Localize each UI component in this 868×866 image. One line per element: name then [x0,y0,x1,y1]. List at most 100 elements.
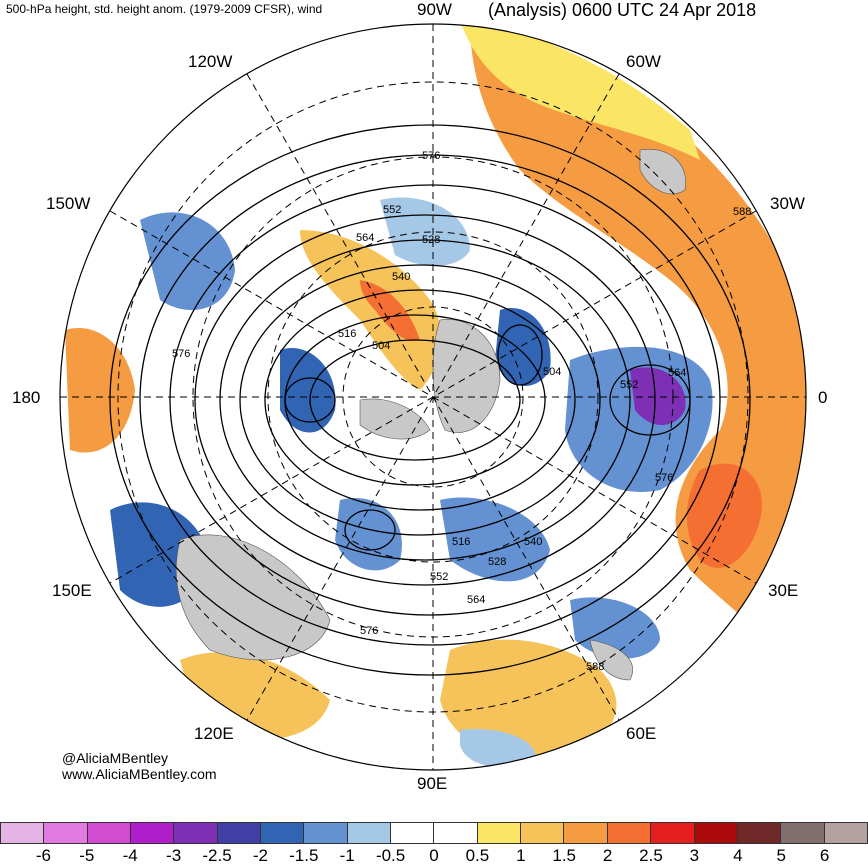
colorbar-swatch [391,822,435,844]
colorbar-swatch [521,822,565,844]
longitude-label-30e: 30E [768,581,799,600]
longitude-label-60w: 60W [626,52,661,71]
colorbar-tick-label: -6 [35,846,51,865]
longitude-label-120w: 120W [188,52,233,71]
anomaly-warm-yellow-ne [460,24,700,160]
longitude-label-150w: 150W [46,194,91,213]
colorbar-swatch [651,822,695,844]
longitude-label-60e: 60E [626,724,657,743]
colorbar-tick-label: 3 [689,846,700,865]
longitude-label-150e: 150E [52,581,92,600]
colorbar-tick-label: -1.5 [289,846,319,865]
colorbar-tick-label: -0.5 [375,846,406,865]
contour-label: 576 [172,348,190,360]
contour-ring-4 [239,264,601,536]
longitude-label-90w: 90W [417,0,452,19]
map-title-right: (Analysis) 0600 UTC 24 Apr 2018 [488,0,757,20]
colorbar-swatch [131,822,175,844]
contour-label: 552 [430,571,448,583]
colorbar-tick-label: 6 [819,846,830,865]
colorbar-swatch [434,822,478,844]
contour-low-ne [497,324,543,386]
colorbar-swatch [261,822,305,844]
colorbar-swatch [174,822,218,844]
contour-label: 516 [452,536,470,548]
contour-low-east [609,364,691,436]
map-title-left: 500-hPa height, std. height anom. (1979-… [6,2,323,16]
colorbar-swatch [477,822,522,844]
contour-low-west [284,377,336,423]
contour-label: 552 [620,379,638,391]
longitude-label-120e: 120E [194,724,234,743]
contour-ring-1 [309,339,521,461]
colorbar-swatch [217,822,262,844]
graticule [60,24,806,770]
contour-label: 564 [356,232,374,244]
anomaly-warm-west [65,328,135,453]
colorbar-swatch [0,822,45,844]
anomaly-cold-north-center [380,197,470,266]
credit-website[interactable]: www.AliciaMBentley.com [62,766,217,782]
colorbar [0,822,868,844]
colorbar-swatch [304,822,348,844]
colorbar-tick-label: -2.5 [202,846,232,865]
land-africa-edge [589,639,633,681]
longitude-label-30w: 30W [770,194,805,213]
colorbar-tick-label: -3 [166,846,182,865]
land-northwest [639,148,687,195]
colorbar-tick-label: 5 [776,846,786,865]
contour-low-south [344,509,396,551]
colorbar-tick-label: 4 [733,846,743,865]
colorbar-swatch [607,822,652,844]
longitude-label-90e: 90E [417,774,448,793]
colorbar-swatch [564,822,608,844]
colorbar-swatch [44,822,88,844]
anomaly-cold-east-core [630,367,686,425]
longitude-label-180: 180 [12,388,41,407]
contour-label: 588 [586,661,604,673]
colorbar-tick-label: 0.5 [465,846,490,865]
colorbar-tick-label: -5 [79,846,95,865]
land-asia [175,534,331,661]
colorbar-tick-label: 1 [516,846,526,865]
contour-label: 564 [668,367,686,379]
contour-label: 552 [383,204,401,216]
credit-handle: @AliciaMBentley [62,750,169,766]
colorbar-tick-label: -1 [339,846,355,865]
anomaly-cold-south-b [440,497,550,582]
contour-label: 564 [467,594,485,606]
contour-label: 588 [733,206,751,218]
colorbar-swatch [347,822,392,844]
anomaly-cold-northwest [140,212,235,310]
map-border [59,23,807,771]
contour-ring-8 [139,154,721,646]
contour-label: 540 [392,271,410,283]
colorbar-tick-label: -4 [122,846,138,865]
contour-label: 504 [372,340,390,352]
anomaly-shading [65,24,806,768]
colorbar-tick-label: 2.5 [639,846,663,865]
contour-ring-3 [264,289,576,511]
colorbar-swatch [824,822,868,844]
contour-label: 576 [422,150,440,162]
contour-label: 528 [422,234,440,246]
colorbar-swatch [781,822,825,844]
contour-label: 528 [488,556,506,568]
contour-ring-5 [219,239,631,561]
colorbar-tick-label: 0 [429,846,439,865]
contour-label: 576 [360,625,378,637]
contour-label: 540 [524,536,542,548]
colorbar-tick-label: 2 [602,846,613,865]
colorbar-swatch [87,822,132,844]
contour-label-group: 576 552 528 564 540 516 504 504 552 564 … [172,150,751,673]
colorbar-swatch [694,822,738,844]
colorbar-swatch [737,822,782,844]
polar-map: 576 552 528 564 540 516 504 504 552 564 … [59,23,807,771]
height-contours [109,124,751,676]
contour-label: 516 [338,328,356,340]
colorbar-tick-label: -2 [252,846,268,865]
contour-ring-6 [194,214,656,586]
contour-ring-9 [109,124,751,676]
contour-label: 576 [655,472,673,484]
longitude-label-0: 0 [818,388,828,407]
